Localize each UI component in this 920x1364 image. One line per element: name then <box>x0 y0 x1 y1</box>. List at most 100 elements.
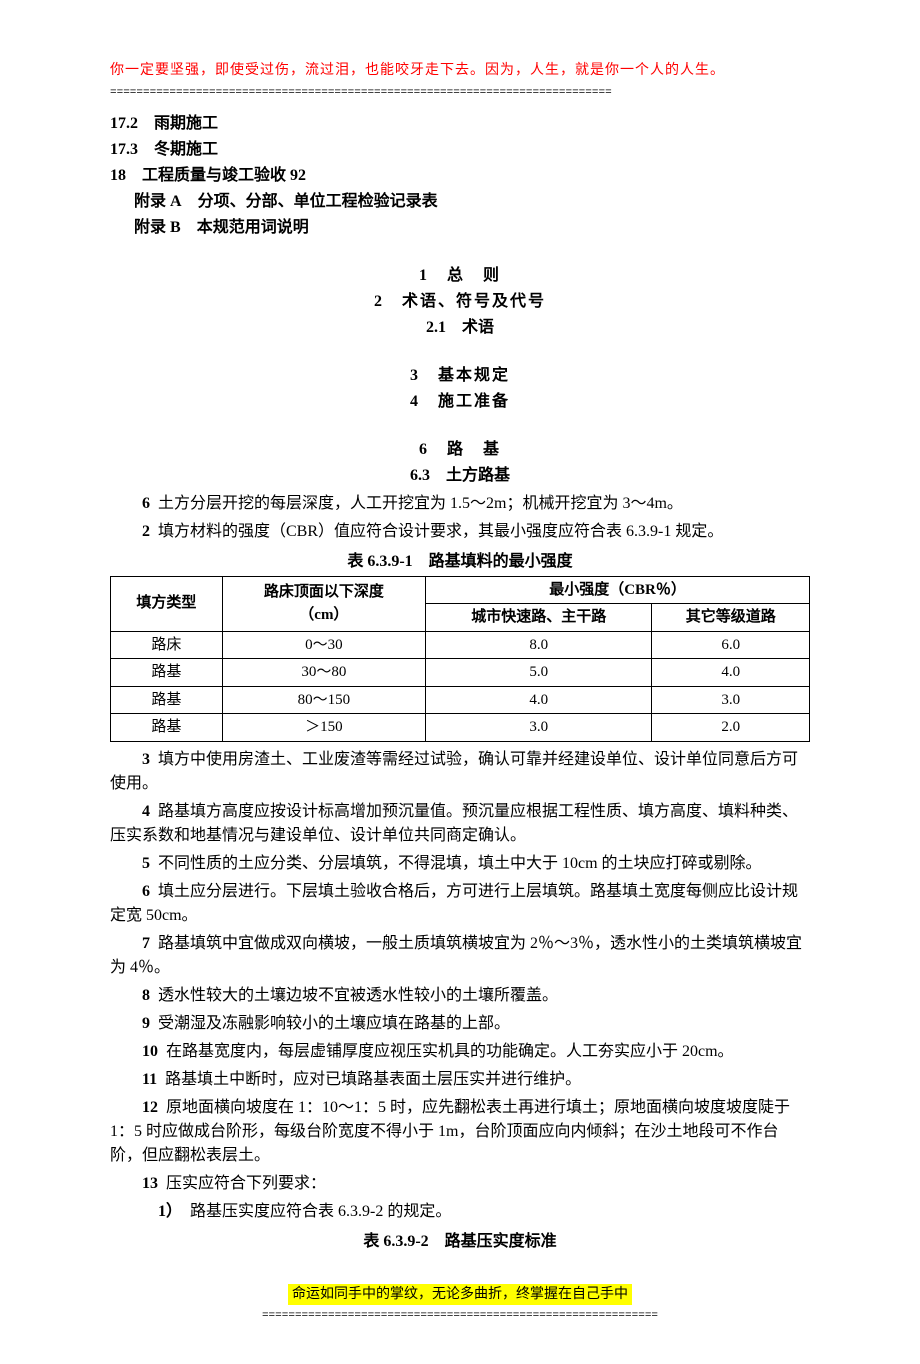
toc-item: 附录 A 分项、分部、单位工程检验记录表 <box>134 190 810 214</box>
toc-num: 17.2 <box>110 115 138 132</box>
section-subheading: 2.1 术语 <box>110 316 810 340</box>
clause-number: 12 <box>142 1099 158 1116</box>
cell: 3.0 <box>652 686 810 714</box>
cell: 80～150 <box>222 686 425 714</box>
cell: ＞150 <box>222 714 425 742</box>
clause-number: 2 <box>142 523 150 540</box>
toc-label: 雨期施工 <box>154 115 218 132</box>
table-row: 路基 80～150 4.0 3.0 <box>111 686 810 714</box>
cell: 路基 <box>111 659 223 687</box>
cell: 8.0 <box>426 631 652 659</box>
clause-number: 3 <box>142 751 150 768</box>
th-expressway: 城市快速路、主干路 <box>426 604 652 632</box>
footer-divider: ========================================… <box>110 1308 810 1325</box>
clause: 4路基填方高度应按设计标高增加预沉量值。预沉量应根据工程性质、填方高度、填料种类… <box>110 800 810 848</box>
clause-sub: 1） 路基压实度应符合表 6.3.9-2 的规定。 <box>110 1200 810 1224</box>
clause: 5 不同性质的土应分类、分层填筑，不得混填，填土中大于 10cm 的土块应打碎或剔… <box>110 852 810 876</box>
clause: 7路基填筑中宜做成双向横坡，一般土质填筑横坡宜为 2％～3％，透水性小的土类填筑… <box>110 932 810 980</box>
cell: 0～30 <box>222 631 425 659</box>
clause-text: 填方中使用房渣土、工业废渣等需经过试验，确认可靠并经建设单位、设计单位同意后方可… <box>110 751 798 792</box>
clause-number: 13 <box>142 1175 158 1192</box>
toc-block: 17.2 雨期施工 17.3 冬期施工 18 工程质量与竣工验收 92 附录 A… <box>110 112 810 240</box>
footer-quote: 命运如同手中的掌纹，无论多曲折，终掌握在自己手中 <box>288 1284 632 1305</box>
section-heading: 1 总 则 <box>110 264 810 288</box>
clause-number: 7 <box>142 935 150 952</box>
clause: 6填土应分层进行。下层填土验收合格后，方可进行上层填筑。路基填土宽度每侧应比设计… <box>110 880 810 928</box>
clause-text: 原地面横向坡度在 1：10～1：5 时，应先翻松表土再进行填土；原地面横向坡度坡… <box>110 1099 790 1164</box>
clause-number: 11 <box>142 1071 157 1088</box>
footer: 命运如同手中的掌纹，无论多曲折，终掌握在自己手中 ===============… <box>110 1282 810 1325</box>
clause-text: 受潮湿及冻融影响较小的土壤应填在路基的上部。 <box>158 1015 510 1032</box>
clause-text: 压实应符合下列要求： <box>166 1175 326 1192</box>
toc-num: 18 <box>110 167 126 184</box>
clause: 2 填方材料的强度（CBR）值应符合设计要求，其最小强度应符合表 6.3.9-1 … <box>110 520 810 544</box>
clause-number: 10 <box>142 1043 158 1060</box>
section-heading: 6 路 基 <box>110 438 810 462</box>
cell: 路基 <box>111 686 223 714</box>
clause-number: 5 <box>142 855 150 872</box>
clause-text: 填方材料的强度（CBR）值应符合设计要求，其最小强度应符合表 6.3.9-1 规… <box>158 523 723 540</box>
cell: 路床 <box>111 631 223 659</box>
th-cbr: 最小强度（CBR％） <box>426 576 810 604</box>
toc-item: 17.3 冬期施工 <box>110 138 810 162</box>
table-header-row: 填方类型 路床顶面以下深度 （cm） 最小强度（CBR％） <box>111 576 810 604</box>
section-heading: 2 术语、符号及代号 <box>110 290 810 314</box>
table2-title: 表 6.3.9-2 路基压实度标准 <box>110 1230 810 1254</box>
section-headings-2: 3 基本规定 4 施工准备 <box>110 364 810 414</box>
toc-item: 18 工程质量与竣工验收 92 <box>110 164 810 188</box>
clause-number: 6 <box>142 495 150 512</box>
section-headings-1: 1 总 则 2 术语、符号及代号 2.1 术语 <box>110 264 810 340</box>
section-heading: 4 施工准备 <box>110 390 810 414</box>
toc-label: 冬期施工 <box>154 141 218 158</box>
clause: 6土方分层开挖的每层深度，人工开挖宜为 1.5～2m；机械开挖宜为 3～4m。 <box>110 492 810 516</box>
toc-item: 附录 B 本规范用词说明 <box>134 216 810 240</box>
header-quote: 你一定要坚强，即使受过伤，流过泪，也能咬牙走下去。因为，人生，就是你一个人的人生… <box>110 60 810 81</box>
th-other-road: 其它等级道路 <box>652 604 810 632</box>
toc-num: 附录 A <box>134 193 182 210</box>
section-subheading: 6.3 土方路基 <box>110 464 810 488</box>
clause: 11 路基填土中断时，应对已填路基表面土层压实并进行维护。 <box>110 1068 810 1092</box>
clause-number: 8 <box>142 987 150 1004</box>
clause-text: 路基填土中断时，应对已填路基表面土层压实并进行维护。 <box>165 1071 581 1088</box>
clause-text: 在路基宽度内，每层虚铺厚度应视压实机具的功能确定。人工夯实应小于 20cm。 <box>166 1043 734 1060</box>
section-heading: 3 基本规定 <box>110 364 810 388</box>
th-fill-type: 填方类型 <box>111 576 223 631</box>
clause-number: 6 <box>142 883 150 900</box>
cell: 路基 <box>111 714 223 742</box>
th-depth-l2: （cm） <box>229 604 419 627</box>
cell: 2.0 <box>652 714 810 742</box>
table-row: 路基 ＞150 3.0 2.0 <box>111 714 810 742</box>
toc-num: 附录 B <box>134 219 181 236</box>
toc-num: 17.3 <box>110 141 138 158</box>
clause: 10 在路基宽度内，每层虚铺厚度应视压实机具的功能确定。人工夯实应小于 20cm。 <box>110 1040 810 1064</box>
toc-label: 分项、分部、单位工程检验记录表 <box>198 193 438 210</box>
clause-text: 透水性较大的土壤边坡不宜被透水性较小的土壤所覆盖。 <box>158 987 558 1004</box>
cell: 4.0 <box>426 686 652 714</box>
table1-title: 表 6.3.9-1 路基填料的最小强度 <box>110 550 810 574</box>
table-row: 路床 0～30 8.0 6.0 <box>111 631 810 659</box>
clause: 13 压实应符合下列要求： <box>110 1172 810 1196</box>
clause-text: 填土应分层进行。下层填土验收合格后，方可进行上层填筑。路基填土宽度每侧应比设计规… <box>110 883 798 924</box>
th-depth-l1: 路床顶面以下深度 <box>229 581 419 604</box>
clause: 8 透水性较大的土壤边坡不宜被透水性较小的土壤所覆盖。 <box>110 984 810 1008</box>
th-depth: 路床顶面以下深度 （cm） <box>222 576 425 631</box>
clause-number: 1） <box>158 1203 182 1220</box>
cell: 3.0 <box>426 714 652 742</box>
clause-text: 不同性质的土应分类、分层填筑，不得混填，填土中大于 10cm 的土块应打碎或剔除… <box>158 855 762 872</box>
toc-label: 工程质量与竣工验收 92 <box>142 167 306 184</box>
table-row: 路基 30～80 5.0 4.0 <box>111 659 810 687</box>
clause-text: 路基压实度应符合表 6.3.9-2 的规定。 <box>190 1203 451 1220</box>
clause-number: 9 <box>142 1015 150 1032</box>
cell: 30～80 <box>222 659 425 687</box>
clause-number: 4 <box>142 803 150 820</box>
cell: 6.0 <box>652 631 810 659</box>
cell: 5.0 <box>426 659 652 687</box>
clause: 12原地面横向坡度在 1：10～1：5 时，应先翻松表土再进行填土；原地面横向坡… <box>110 1096 810 1168</box>
table-639-1: 填方类型 路床顶面以下深度 （cm） 最小强度（CBR％） 城市快速路、主干路 … <box>110 576 810 742</box>
section-headings-3: 6 路 基 6.3 土方路基 <box>110 438 810 488</box>
clause: 3填方中使用房渣土、工业废渣等需经过试验，确认可靠并经建设单位、设计单位同意后方… <box>110 748 810 796</box>
clause: 9 受潮湿及冻融影响较小的土壤应填在路基的上部。 <box>110 1012 810 1036</box>
clause-text: 路基填筑中宜做成双向横坡，一般土质填筑横坡宜为 2％～3％，透水性小的土类填筑横… <box>110 935 802 976</box>
toc-item: 17.2 雨期施工 <box>110 112 810 136</box>
cell: 4.0 <box>652 659 810 687</box>
